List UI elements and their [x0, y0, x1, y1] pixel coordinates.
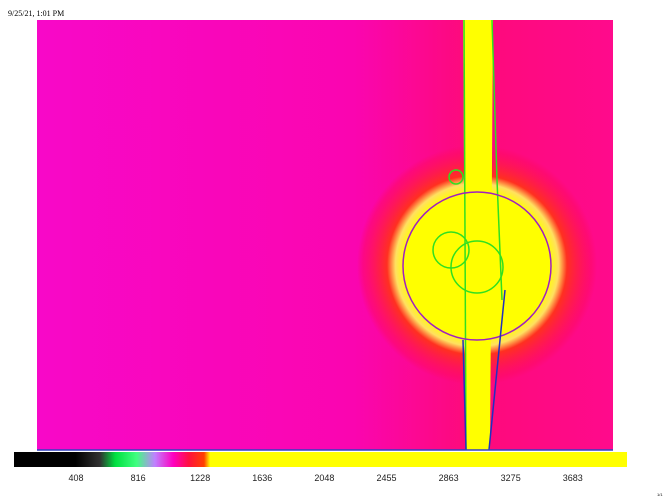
colorbar-tick-label: 3275 [501, 473, 521, 483]
colorbar-tick-label: 1636 [252, 473, 272, 483]
page-number: 1/1 [657, 492, 663, 497]
colorbar-tick-label: 2048 [314, 473, 334, 483]
hot-band [463, 20, 493, 450]
colorbar-tick-label: 1228 [190, 473, 210, 483]
colorbar-ticks: 408 816 1228 1636 2048 2455 2863 3275 3683 [68, 473, 582, 483]
colorbar-tick-label: 2863 [439, 473, 459, 483]
printout: 9/25/21, 1:01 PM 408 816 1228 1636 2048 2455 2… [0, 0, 666, 500]
colorbar-tick-label: 816 [131, 473, 146, 483]
colorbar-tick-label: 2455 [376, 473, 396, 483]
hot-glow [37, 20, 613, 450]
colorbar-tick-label: 3683 [563, 473, 583, 483]
colorbar-tick-label: 408 [68, 473, 83, 483]
colorbar [14, 452, 627, 467]
page: 9/25/21, 1:01 PM 408 816 1228 1636 2048 2455 2… [0, 0, 666, 500]
timestamp: 9/25/21, 1:01 PM [8, 9, 64, 18]
